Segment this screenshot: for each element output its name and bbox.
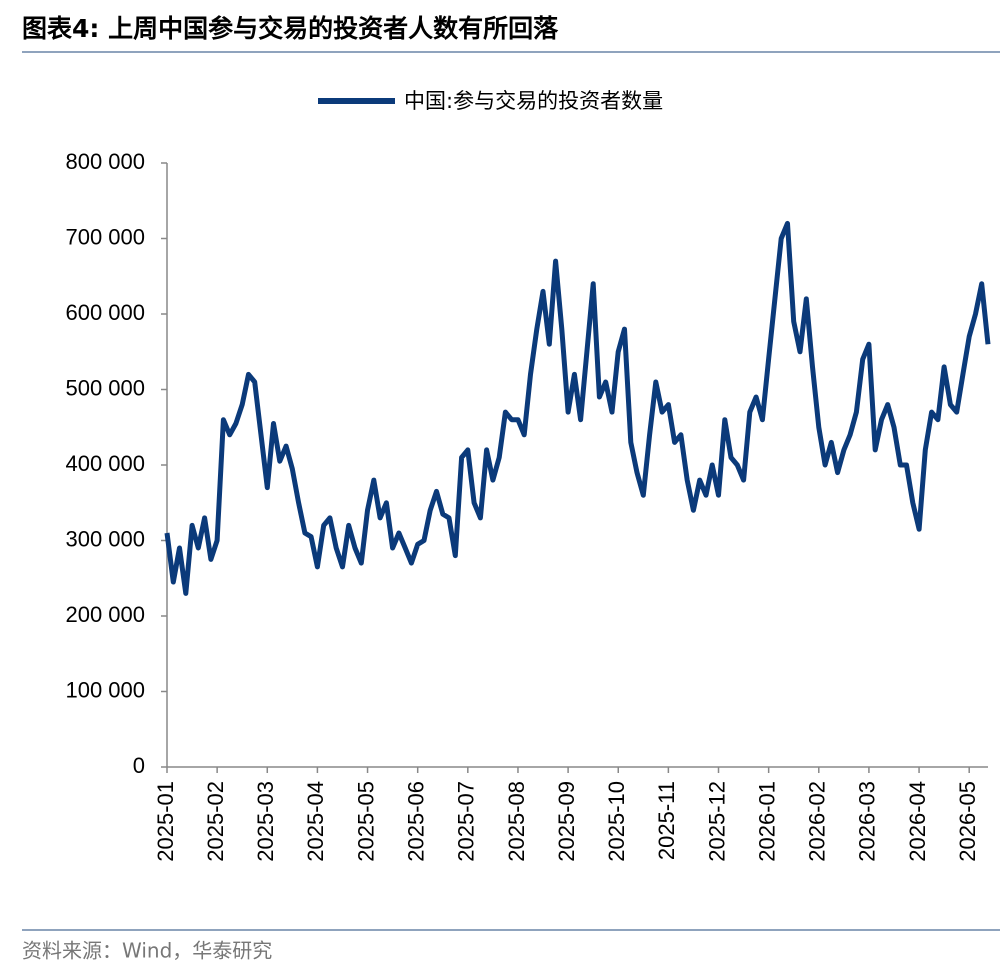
x-tick-label: 2025-09: [554, 781, 579, 862]
x-tick-label: 2026-01: [754, 781, 779, 862]
x-tick-label: 2026-05: [955, 781, 980, 862]
x-tick-label: 2026-03: [855, 781, 880, 862]
y-tick-label: 800 000: [65, 149, 145, 174]
x-tick-label: 2025-06: [403, 781, 428, 862]
y-tick-label: 0: [133, 753, 145, 778]
x-tick-label: 2025-12: [704, 781, 729, 862]
chart-title: 图表4: 上周中国参与交易的投资者人数有所回落: [22, 14, 559, 43]
y-tick-label: 100 000: [65, 677, 145, 702]
x-tick-label: 2025-11: [654, 781, 679, 860]
x-tick-label: 2025-03: [253, 781, 278, 862]
source: 资料来源：Wind，华泰研究: [22, 939, 272, 963]
legend-label: 中国:参与交易的投资者数量: [404, 89, 663, 113]
x-tick-label: 2026-04: [905, 781, 930, 862]
y-tick-label: 200 000: [65, 602, 145, 627]
x-tick-label: 2025-01: [153, 781, 178, 862]
x-tick-label: 2025-02: [203, 781, 228, 862]
y-tick-label: 400 000: [65, 451, 145, 476]
x-tick-label: 2025-05: [353, 781, 378, 862]
line-series: [164, 220, 991, 596]
y-tick-label: 500 000: [65, 375, 145, 400]
y-tick-label: 600 000: [65, 300, 145, 325]
x-tick-label: 2025-08: [504, 781, 529, 862]
x-tick-label: 2025-10: [604, 781, 629, 862]
x-tick-label: 2025-04: [303, 781, 328, 862]
x-tick-label: 2025-07: [454, 781, 479, 862]
x-tick-label: 2026-02: [805, 781, 830, 862]
y-tick-label: 300 000: [65, 526, 145, 551]
y-tick-label: 700 000: [65, 224, 145, 249]
